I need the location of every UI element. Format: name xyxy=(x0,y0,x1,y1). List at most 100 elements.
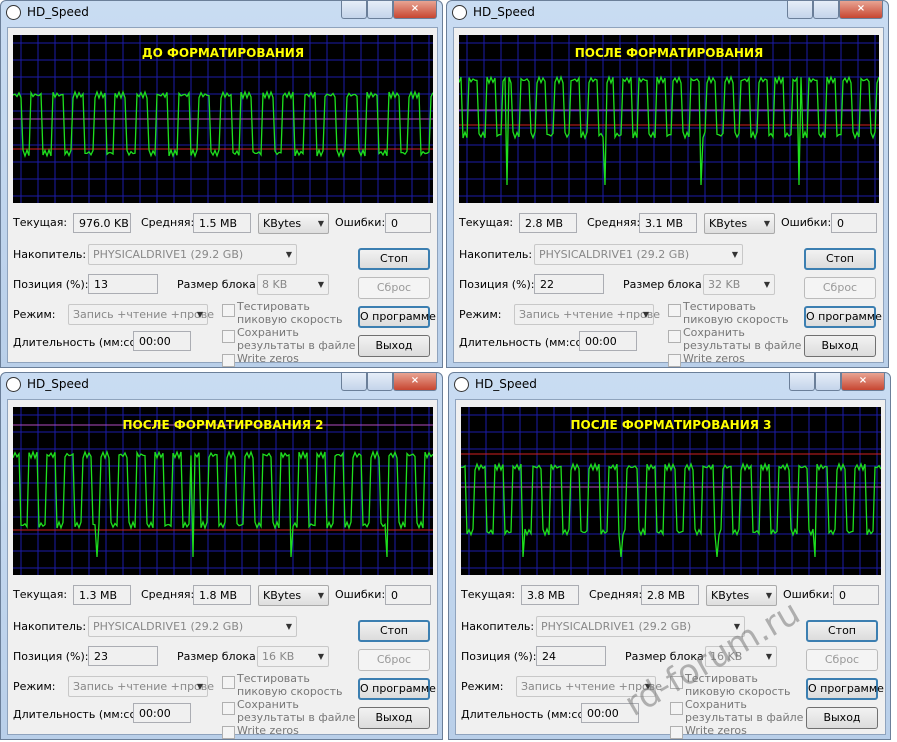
current-label: Текущая: xyxy=(13,588,68,601)
peak-checkbox[interactable] xyxy=(668,304,681,317)
zeros-label: Write zeros xyxy=(685,724,747,737)
peak-checkbox[interactable] xyxy=(222,304,235,317)
speed-graph: ПОСЛЕ ФОРМАТИРОВАНИЯ 3 xyxy=(461,407,881,575)
maximize-button[interactable] xyxy=(815,373,841,391)
errors-label: Ошибки: xyxy=(781,216,832,229)
average-value: 3.1 MB xyxy=(639,213,697,233)
errors-label: Ошибки: xyxy=(335,588,386,601)
duration-label: Длительность (мм:сс): xyxy=(459,336,590,349)
save-checkbox[interactable] xyxy=(222,702,235,715)
average-value: 1.8 MB xyxy=(193,585,251,605)
stop-button[interactable]: Стоп xyxy=(806,620,878,642)
graph-label: ПОСЛЕ ФОРМАТИРОВАНИЯ xyxy=(575,46,764,60)
minimize-button[interactable] xyxy=(789,373,815,391)
current-label: Текущая: xyxy=(461,588,516,601)
window-title: HD_Speed xyxy=(475,377,537,391)
peak-label: Тестировать пиковую скорость xyxy=(237,672,343,698)
average-value: 2.8 MB xyxy=(641,585,699,605)
graph-label: ПОСЛЕ ФОРМАТИРОВАНИЯ 3 xyxy=(570,418,771,432)
save-checkbox[interactable] xyxy=(670,702,683,715)
reset-button: Сброс xyxy=(804,277,876,299)
average-label: Средняя: xyxy=(587,216,641,229)
close-button[interactable]: × xyxy=(393,373,437,391)
mode-select: Запись +чтение +прове xyxy=(514,304,660,325)
block-size-label: Размер блока: xyxy=(623,278,706,291)
current-value: 2.8 MB xyxy=(519,213,577,233)
save-checkbox[interactable] xyxy=(668,330,681,343)
block-size-select: 16 KB xyxy=(257,646,329,667)
drive-select: PHYSICALDRIVE1 (29.2 GB) xyxy=(536,616,745,637)
about-button[interactable]: О программе xyxy=(806,678,884,700)
duration-value: 00:00 xyxy=(133,331,191,351)
speed-trace xyxy=(459,74,879,186)
stop-button[interactable]: Стоп xyxy=(358,620,430,642)
close-button[interactable]: × xyxy=(839,1,883,19)
duration-value: 00:00 xyxy=(581,703,639,723)
block-size-label: Размер блока: xyxy=(177,650,260,663)
client-area: ПОСЛЕ ФОРМАТИРОВАНИЯ 3 Текущая: 3.8 MB Сред… xyxy=(455,399,886,739)
errors-label: Ошибки: xyxy=(335,216,386,229)
unit-select[interactable]: KBytes xyxy=(258,585,329,606)
drive-label: Накопитель: xyxy=(13,248,87,261)
maximize-button[interactable] xyxy=(367,1,393,19)
window-title: HD_Speed xyxy=(473,5,535,19)
duration-value: 00:00 xyxy=(133,703,191,723)
about-button[interactable]: О программе xyxy=(358,306,436,328)
about-button[interactable]: О программе xyxy=(358,678,436,700)
stop-button[interactable]: Стоп xyxy=(358,248,430,270)
exit-button[interactable]: Выход xyxy=(806,707,878,729)
zeros-checkbox[interactable] xyxy=(222,354,235,367)
block-size-select: 16 KB xyxy=(705,646,777,667)
save-checkbox[interactable] xyxy=(222,330,235,343)
about-button[interactable]: О программе xyxy=(804,306,882,328)
reset-button: Сброс xyxy=(358,277,430,299)
exit-button[interactable]: Выход xyxy=(804,335,876,357)
maximize-button[interactable] xyxy=(813,1,839,19)
duration-label: Длительность (мм:сс): xyxy=(13,708,144,721)
peak-label: Тестировать пиковую скорость xyxy=(237,300,343,326)
zeros-checkbox[interactable] xyxy=(670,726,683,739)
close-button[interactable]: × xyxy=(393,1,437,19)
drive-select: PHYSICALDRIVE1 (29.2 GB) xyxy=(534,244,743,265)
errors-label: Ошибки: xyxy=(783,588,834,601)
save-label: Сохранить результаты в файле xyxy=(685,698,804,724)
peak-checkbox[interactable] xyxy=(670,676,683,689)
errors-value: 0 xyxy=(385,585,431,605)
drive-select: PHYSICALDRIVE1 (29.2 GB) xyxy=(88,616,297,637)
speed-graph: ДО ФОРМАТИРОВАНИЯ xyxy=(13,35,433,203)
graph-background xyxy=(459,35,879,203)
duration-label: Длительность (мм:сс): xyxy=(461,708,592,721)
window: HD_Speed × ДО ФОРМАТИРОВАНИЯ Текущая: 976.0 … xyxy=(0,0,443,368)
unit-select[interactable]: KBytes xyxy=(704,213,775,234)
stop-button[interactable]: Стоп xyxy=(804,248,876,270)
unit-select[interactable]: KBytes xyxy=(258,213,329,234)
peak-label: Тестировать пиковую скорость xyxy=(685,672,791,698)
zeros-label: Write zeros xyxy=(237,352,299,365)
reset-button: Сброс xyxy=(358,649,430,671)
current-label: Текущая: xyxy=(459,216,514,229)
block-size-select: 8 KB xyxy=(257,274,329,295)
minimize-button[interactable] xyxy=(341,373,367,391)
current-value: 1.3 MB xyxy=(73,585,131,605)
drive-label: Накопитель: xyxy=(461,620,535,633)
zeros-checkbox[interactable] xyxy=(222,726,235,739)
speed-trace xyxy=(461,461,881,558)
maximize-button[interactable] xyxy=(367,373,393,391)
block-size-label: Размер блока: xyxy=(625,650,708,663)
position-label: Позиция (%): xyxy=(13,650,89,663)
graph-background xyxy=(461,407,881,575)
minimize-button[interactable] xyxy=(787,1,813,19)
block-size-select: 32 KB xyxy=(703,274,775,295)
zeros-checkbox[interactable] xyxy=(668,354,681,367)
exit-button[interactable]: Выход xyxy=(358,707,430,729)
exit-button[interactable]: Выход xyxy=(358,335,430,357)
unit-select[interactable]: KBytes xyxy=(706,585,777,606)
minimize-button[interactable] xyxy=(341,1,367,19)
save-label: Сохранить результаты в файле xyxy=(237,326,356,352)
errors-value: 0 xyxy=(831,213,877,233)
close-button[interactable]: × xyxy=(841,373,885,391)
position-value: 13 xyxy=(88,274,158,294)
peak-checkbox[interactable] xyxy=(222,676,235,689)
graph-label: ПОСЛЕ ФОРМАТИРОВАНИЯ 2 xyxy=(122,418,323,432)
